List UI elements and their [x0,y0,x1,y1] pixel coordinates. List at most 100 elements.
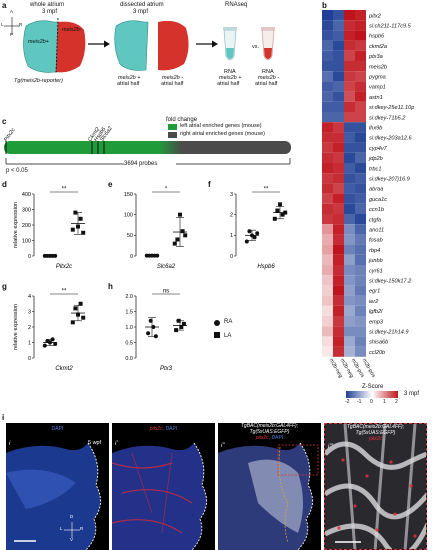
heatmap-cell [355,326,366,337]
rna-neg-label: RNA [262,69,274,75]
heatmap-cell [344,163,355,174]
heatmap-cell [355,305,366,316]
heatmap-cell [344,71,355,82]
data-point [180,229,185,234]
heatmap-cell [333,254,344,265]
y-tick-label: 4 [28,294,31,300]
micrograph-label-line1: TgBAC(meis2b:GAL4FF); [346,424,405,430]
heatmap-cell [322,224,333,235]
significance-label: * [165,187,168,193]
heatmap-cell [322,132,333,143]
x-axis-label: Ptx3 [160,366,173,372]
heatmap-cell [344,61,355,72]
heatmap-gene-label: ckmt2a [369,44,387,50]
legend-ra: RA [224,319,233,325]
fold-change-bar [4,141,291,154]
heatmap-cell [355,193,366,204]
y-tick-label: 50 [127,233,133,239]
heatmap-cell [322,254,333,265]
micrograph-label-dapi: , DAPI [162,426,178,432]
heatmap-cell [344,142,355,153]
heatmap-cell [344,122,355,133]
heatmap-cell [322,91,333,102]
heatmap-cell [322,163,333,174]
significance-label: ns [163,289,169,295]
y-tick-label: 200 [22,223,31,229]
panel-letter-f: f [208,180,211,189]
plot-h: 0.0 0.5 1.0 1.5 2.0 ns Ptx3 [125,289,187,372]
data-point [181,321,186,326]
data-point [280,212,285,217]
data-point [78,301,83,306]
heatmap-cell [333,203,344,214]
tissue-image [6,442,101,550]
heatmap-gene-label: egr1 [369,289,380,295]
x-axis-label: Slc6a2 [157,264,176,270]
heatmap-gene-label: rbp4 [369,248,380,254]
y-tick-label: 100 [124,212,133,218]
heatmap-cell [344,275,355,286]
x-axis-label: Hspb6 [257,264,275,270]
y-tick-label: 0.0 [125,356,133,362]
heatmap-cell [322,30,333,41]
data-point [244,239,249,244]
heatmap-cell [322,203,333,214]
whole-atrium-title: whole atrium [30,2,65,8]
data-point [275,208,280,213]
heatmap-cell [344,285,355,296]
x-axis-label: Pitx2c [56,264,72,270]
heatmap-gene-label: vamp1 [369,85,386,91]
heatmap-cell [355,346,366,357]
micrograph-zoom: TgBAC(meis2b:GAL4FF); Tg(5xUAS:EGFP) pit… [324,423,427,550]
axis-v-label: V [70,537,74,542]
heatmap-cell [333,193,344,204]
heatmap-cell [344,316,355,327]
dissected-neg-label: meis2b - [162,75,184,81]
heatmap-gene-label: ctgfa [369,217,381,223]
y-axis-label: relative expression [13,202,19,248]
micrograph-label: DAPI [51,426,64,432]
dissected-pos-sub: atrial half [117,81,140,87]
heatmap-cell [322,10,333,21]
heatmap-cell [355,112,366,123]
heatmap-gene-label: shisa6b [369,340,388,346]
heatmap-cell [355,20,366,31]
heatmap-gene-label: si:dkey-71b5.2 [369,115,406,121]
heatmap-cell [355,295,366,306]
heatmap-cell [344,244,355,255]
dissected-pos-label: meis2b + [118,75,141,81]
heatmap-cell [355,173,366,184]
rna-pos-sub: atrial half [217,81,240,87]
legend-right-label: right atrial enriched genes (mouse) [180,131,265,137]
y-tick-label: 3 [28,309,31,315]
data-point [53,342,58,347]
heatmap-cell [333,30,344,41]
heatmap-cell [344,224,355,235]
data-point [70,227,75,232]
heatmap-cell [355,40,366,51]
heatmap-cell [322,244,333,255]
data-point [73,306,78,311]
heatmap-gene-label: cyr61 [369,268,383,274]
data-point [183,233,188,238]
data-point [255,231,260,236]
y-tick-label: 0 [28,254,31,260]
heatmap-cell [333,10,344,21]
heatmap-gene-label: ccl20b [369,350,385,356]
micrograph-label-pitx2c: pitx2c [149,426,163,432]
heatmap-cell [322,101,333,112]
rnaseq-title: RNAseq [225,2,248,8]
panel-letter-c: c [2,117,7,126]
micrograph-sub: i [9,441,11,447]
y-tick-label: 2 [230,212,233,218]
heatmap-cell [333,81,344,92]
heatmap-cell [344,132,355,143]
heatmap-gene-label: jdp2b [368,156,383,162]
heatmap-cell [344,203,355,214]
axis-l-label: L [1,22,4,27]
heatmap-gene-label: pygma [368,75,386,81]
heatmap-cell [344,152,355,163]
data-point [42,343,47,348]
heatmap-cell [355,122,366,133]
scale-tick: 1 [383,399,386,405]
